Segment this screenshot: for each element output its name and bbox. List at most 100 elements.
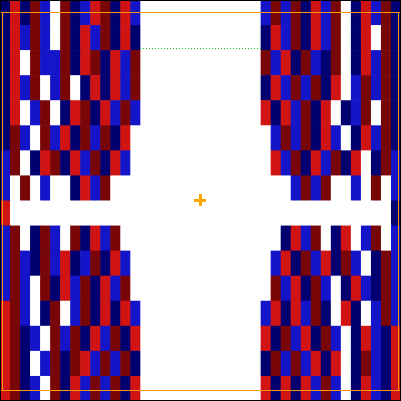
cell [371,25,382,51]
cell [211,125,222,151]
cell [211,100,222,126]
cell [291,301,302,327]
cell [241,100,252,126]
cell [180,326,191,352]
cell [180,226,191,252]
cell [150,226,161,252]
cell [80,351,91,377]
cell [341,226,352,252]
cell [211,175,222,201]
cell [40,301,51,327]
cell [341,301,352,327]
cell [40,351,51,377]
cell [50,351,61,377]
cell [70,201,81,227]
cell [180,75,191,101]
cell [331,351,342,377]
cell [391,75,401,101]
top-guide [0,12,401,13]
cell [221,276,232,302]
cell [271,100,282,126]
cell [180,376,191,401]
cell [381,276,392,302]
cell [281,75,292,101]
cell [251,150,262,176]
cell [80,50,91,76]
cell [251,100,262,126]
cell [60,175,71,201]
cell [331,100,342,126]
cell [50,226,61,252]
cell [281,150,292,176]
cell [311,376,322,401]
cell [90,351,101,377]
cell [170,75,181,101]
cell [361,351,372,377]
cell [251,25,262,51]
cell [30,351,41,377]
cell [271,150,282,176]
cell [150,25,161,51]
cell [60,150,71,176]
cell [261,150,272,176]
cell [40,75,51,101]
cell [351,201,362,227]
cell [361,50,372,76]
cell [100,326,111,352]
cell [331,276,342,302]
cell [231,50,242,76]
cell [180,25,191,51]
cell [321,326,332,352]
cell [30,50,41,76]
cell [140,201,151,227]
cell [150,201,161,227]
cell [361,276,372,302]
cell [50,276,61,302]
cell [50,100,61,126]
cell [281,25,292,51]
cell [321,376,332,401]
cell [90,226,101,252]
cell [321,251,332,277]
cell [80,125,91,151]
cell [130,326,141,352]
cell [130,100,141,126]
cell [140,175,151,201]
cell [150,100,161,126]
cell [241,50,252,76]
cell [351,251,362,277]
cell [341,25,352,51]
cell [110,326,121,352]
cell [110,125,121,151]
cell [391,251,401,277]
cell [160,75,171,101]
cell [10,351,21,377]
cell [10,125,21,151]
cell [30,276,41,302]
cell [100,351,111,377]
cell [190,75,201,101]
cell [341,75,352,101]
cell [20,125,31,151]
cell [30,301,41,327]
cell [150,376,161,401]
cell [0,100,11,126]
cell [271,326,282,352]
cell [100,125,111,151]
cell [241,376,252,401]
cell [371,276,382,302]
cell [10,100,21,126]
cell [160,351,171,377]
cell [160,125,171,151]
cell [130,125,141,151]
cell [130,226,141,252]
cell [60,75,71,101]
cell [251,301,262,327]
cell [221,100,232,126]
cell [140,50,151,76]
cell [90,150,101,176]
cell [190,276,201,302]
cell [391,125,401,151]
cell [371,226,382,252]
cell [261,125,272,151]
